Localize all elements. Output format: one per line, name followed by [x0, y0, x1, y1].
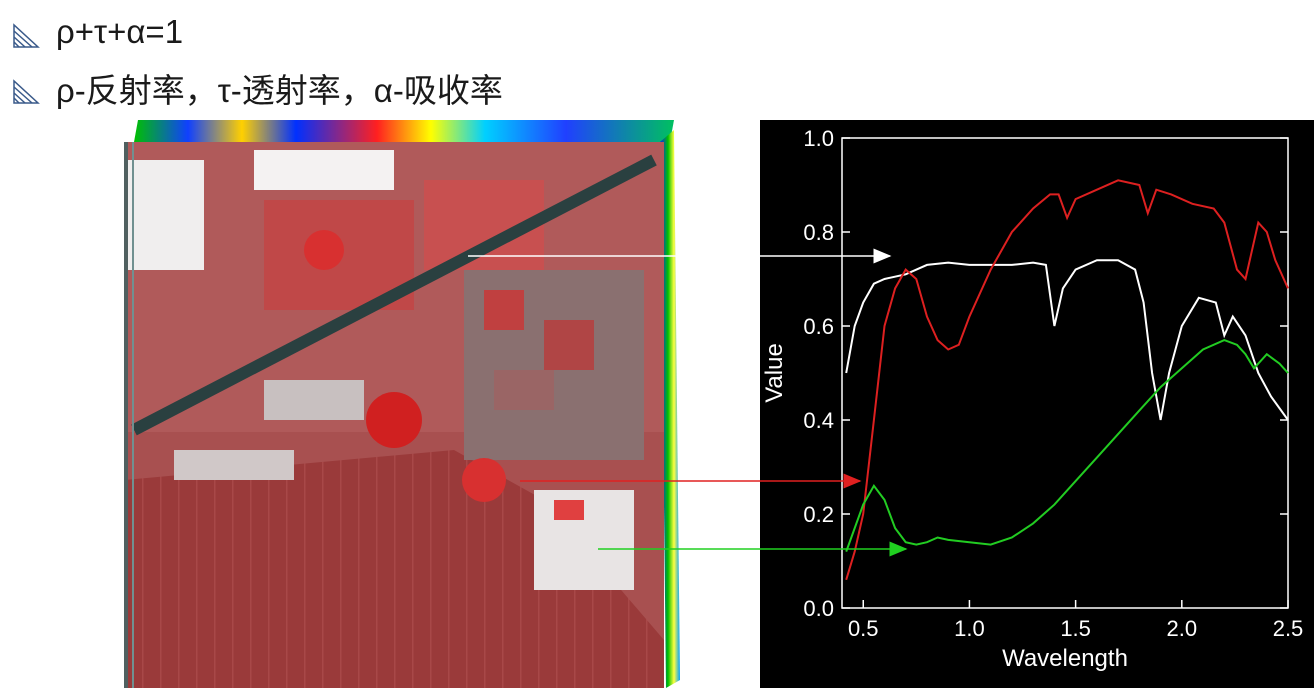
x-tick-label: 2.0: [1167, 616, 1198, 641]
spectral-chart: 0.0 0.2 0.4 0.6 0.8 1.0 0.5 1.0 1.5 2.0 2.5 Wavelen…: [760, 120, 1314, 688]
series-line-2: [845, 339, 1289, 552]
striped-triangle-icon: [12, 75, 42, 104]
x-tick-label: 2.5: [1273, 616, 1304, 641]
bullet-text: ρ-反射率，τ-透射率，α-吸收率: [56, 72, 503, 109]
x-axis-label: Wavelength: [1002, 645, 1128, 672]
y-tick-label: 1.0: [803, 126, 834, 151]
striped-triangle-icon: [12, 19, 42, 48]
bullet-line-2: ρ-反射率，τ-透射率，α-吸收率: [12, 68, 503, 109]
y-tick-label: 0.4: [803, 408, 834, 433]
y-tick-label: 0.8: [803, 220, 834, 245]
y-axis-label: Value: [761, 343, 788, 403]
hyperspectral-image-cube: [124, 120, 680, 688]
y-tick-label: 0.0: [803, 596, 834, 621]
y-tick-label: 0.6: [803, 314, 834, 339]
bullet-line-1: ρ+τ+α=1: [12, 12, 183, 52]
x-tick-label: 0.5: [848, 616, 879, 641]
bullet-text: ρ+τ+α=1: [56, 13, 184, 50]
y-tick-label: 0.2: [803, 502, 834, 527]
x-tick-label: 1.5: [1060, 616, 1091, 641]
chart-background: [760, 120, 1314, 688]
x-tick-label: 1.0: [954, 616, 985, 641]
series-line-1: [845, 179, 1289, 581]
